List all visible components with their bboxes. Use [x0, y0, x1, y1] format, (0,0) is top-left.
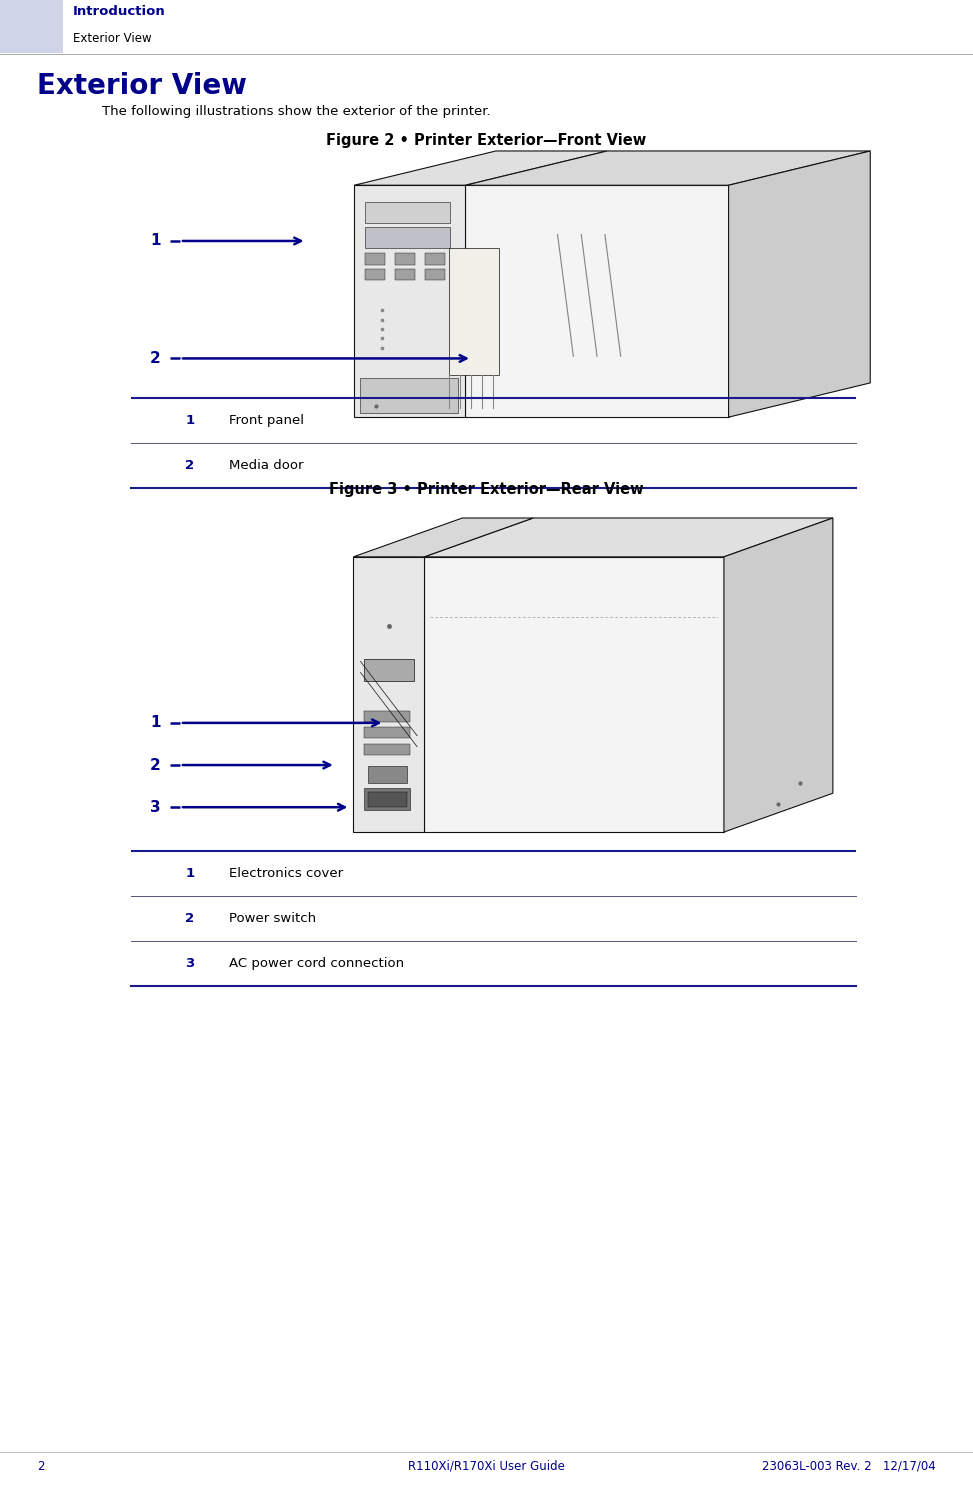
Bar — [354, 185, 465, 417]
Polygon shape — [465, 185, 729, 417]
Text: R110Xi/R170Xi User Guide: R110Xi/R170Xi User Guide — [408, 1459, 565, 1473]
Text: Power switch: Power switch — [229, 913, 316, 925]
Polygon shape — [465, 151, 870, 185]
Text: Figure 3 • Printer Exterior—Rear View: Figure 3 • Printer Exterior—Rear View — [329, 482, 644, 497]
Text: 2: 2 — [185, 913, 195, 925]
Text: 1: 1 — [150, 715, 161, 730]
Text: Introduction: Introduction — [73, 6, 165, 18]
Text: 1: 1 — [150, 233, 161, 248]
Text: 2: 2 — [150, 351, 161, 366]
Bar — [425, 270, 445, 280]
Text: Exterior View: Exterior View — [73, 32, 152, 45]
Bar — [364, 711, 410, 721]
Bar — [424, 557, 724, 831]
Bar — [0, 0, 63, 54]
Text: 3: 3 — [150, 800, 161, 815]
Bar — [364, 727, 410, 738]
Text: The following illustrations show the exterior of the printer.: The following illustrations show the ext… — [102, 105, 490, 119]
Bar — [364, 744, 410, 755]
Polygon shape — [424, 518, 833, 557]
Text: 2: 2 — [185, 459, 195, 471]
Bar — [425, 253, 445, 265]
Text: 2: 2 — [37, 1459, 45, 1473]
Polygon shape — [729, 151, 870, 417]
Bar — [368, 767, 407, 783]
Text: 3: 3 — [185, 958, 195, 970]
Bar — [395, 270, 414, 280]
Text: Media door: Media door — [229, 459, 304, 471]
Text: AC power cord connection: AC power cord connection — [229, 958, 404, 970]
Bar — [365, 270, 384, 280]
Polygon shape — [724, 518, 833, 831]
Text: 1: 1 — [185, 414, 195, 426]
Bar — [353, 557, 424, 831]
Bar — [365, 202, 450, 223]
Bar — [365, 227, 450, 248]
Bar — [364, 658, 414, 681]
Bar — [365, 253, 384, 265]
Text: Exterior View: Exterior View — [37, 72, 247, 101]
Text: 2: 2 — [150, 758, 161, 773]
Bar — [368, 792, 407, 807]
Bar — [449, 248, 499, 375]
Text: 1: 1 — [185, 867, 195, 880]
Bar — [364, 788, 410, 810]
Text: Electronics cover: Electronics cover — [229, 867, 342, 880]
Bar — [395, 253, 414, 265]
Text: Figure 2 • Printer Exterior—Front View: Figure 2 • Printer Exterior—Front View — [326, 133, 647, 148]
Bar — [360, 378, 457, 413]
Text: Front panel: Front panel — [229, 414, 304, 426]
Polygon shape — [353, 518, 533, 557]
Text: 23063L-003 Rev. 2   12/17/04: 23063L-003 Rev. 2 12/17/04 — [762, 1459, 936, 1473]
Polygon shape — [354, 151, 607, 185]
